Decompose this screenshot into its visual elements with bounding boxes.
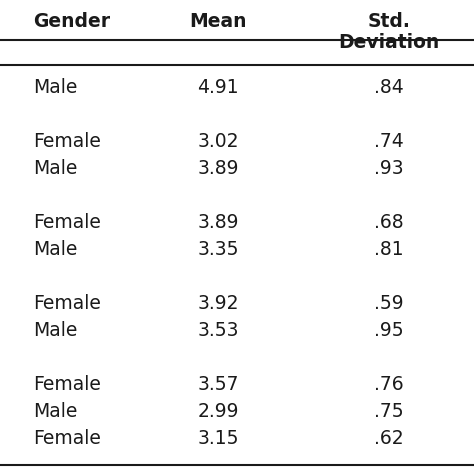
Text: 3.89: 3.89 [197,213,239,232]
Text: Male: Male [33,321,78,340]
Text: Mean: Mean [189,12,247,31]
Text: 3.02: 3.02 [197,132,239,151]
Text: .84: .84 [374,78,403,97]
Text: .81: .81 [374,240,403,259]
Text: Female: Female [33,375,101,394]
Text: 3.57: 3.57 [197,375,239,394]
Text: .75: .75 [374,402,403,421]
Text: .74: .74 [374,132,403,151]
Text: 4.91: 4.91 [197,78,239,97]
Text: 3.89: 3.89 [197,159,239,178]
Text: .76: .76 [374,375,403,394]
Text: 2.99: 2.99 [197,402,239,421]
Text: .68: .68 [374,213,403,232]
Text: 3.35: 3.35 [197,240,239,259]
Text: Male: Male [33,402,78,421]
Text: Male: Male [33,159,78,178]
Text: Female: Female [33,294,101,313]
Text: Female: Female [33,132,101,151]
Text: .93: .93 [374,159,403,178]
Text: Male: Male [33,78,78,97]
Text: .62: .62 [374,429,403,448]
Text: Male: Male [33,240,78,259]
Text: Female: Female [33,429,101,448]
Text: Female: Female [33,213,101,232]
Text: Gender: Gender [33,12,110,31]
Text: 3.92: 3.92 [197,294,239,313]
Text: 3.53: 3.53 [197,321,239,340]
Text: .95: .95 [374,321,403,340]
Text: Std.
Deviation: Std. Deviation [338,12,439,52]
Text: .59: .59 [374,294,403,313]
Text: 3.15: 3.15 [197,429,239,448]
